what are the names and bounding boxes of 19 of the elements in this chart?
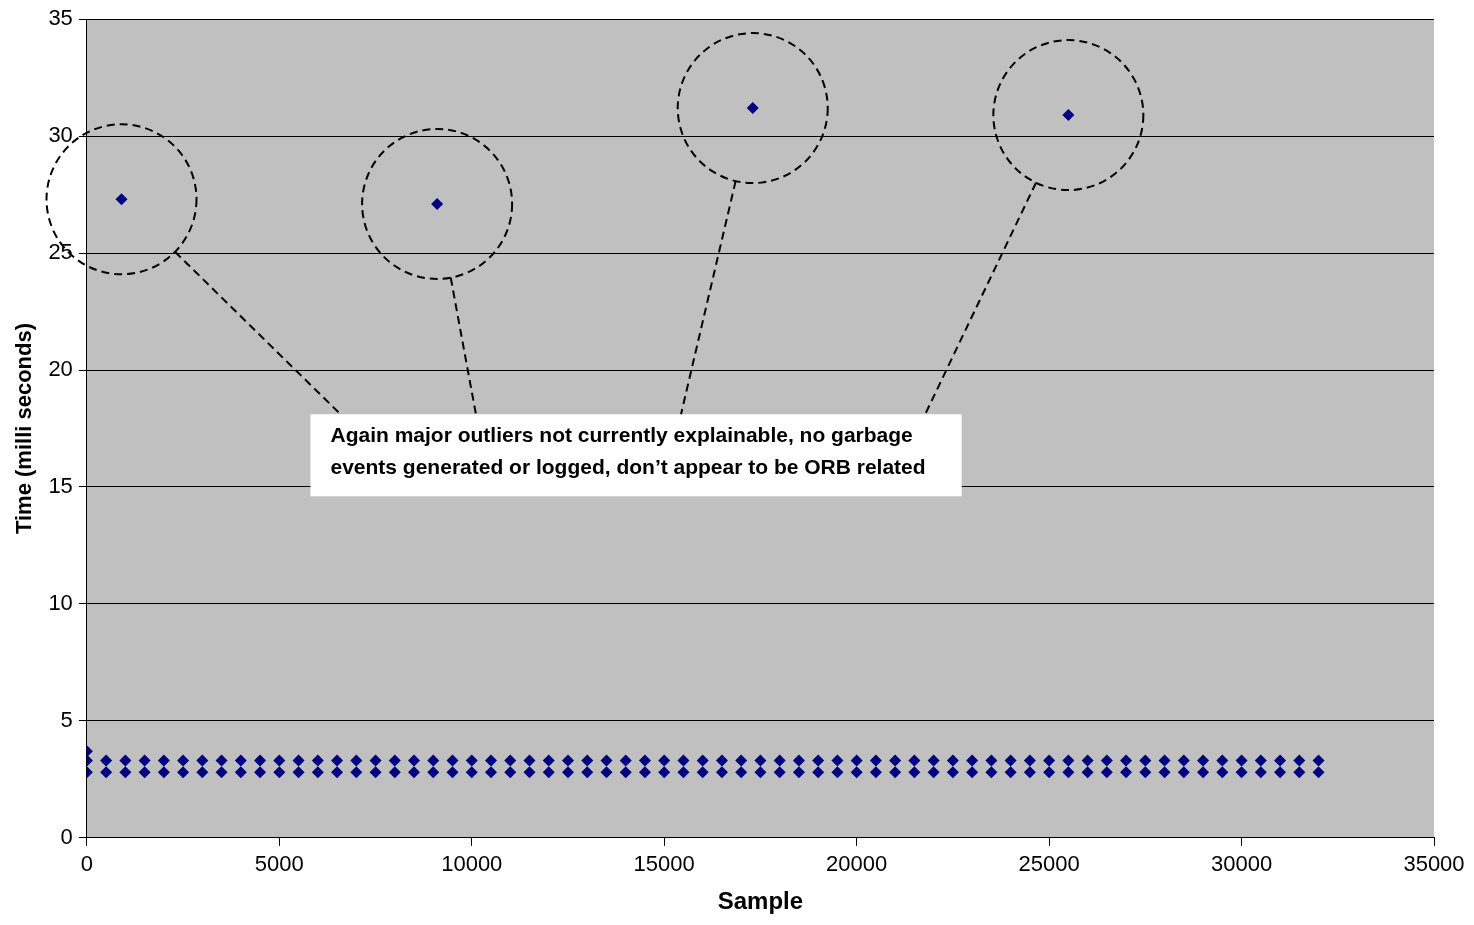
x-tick-label: 30000	[1210, 851, 1273, 877]
x-tick-label: 15000	[633, 851, 695, 877]
annotation: Again major outliers not currently explainable, no garbage events generated or logged, don’t appear to be ORB related	[330, 423, 926, 479]
y-tick-label: 25	[48, 239, 73, 265]
x-tick-label: 25000	[1018, 851, 1080, 877]
y-tick-label: 20	[48, 356, 73, 382]
y-tick-label: 30	[48, 122, 73, 148]
x-tick-label: 10000	[441, 851, 503, 877]
y-tick-label: 10	[48, 589, 73, 615]
x-axis-title: Sample	[717, 887, 804, 915]
y-axis-title: Time (milli seconds)	[11, 322, 37, 535]
y-tick-label: 15	[48, 473, 73, 499]
x-tick-label: 5000	[254, 851, 304, 877]
x-tick-label: 20000	[826, 851, 888, 877]
y-tick-label: 35	[48, 5, 73, 31]
y-tick-label: 5	[60, 706, 73, 732]
y-tick-label: 0	[60, 823, 73, 849]
x-tick-label: 0	[80, 851, 93, 877]
x-tick-label: 35000	[1403, 851, 1465, 877]
